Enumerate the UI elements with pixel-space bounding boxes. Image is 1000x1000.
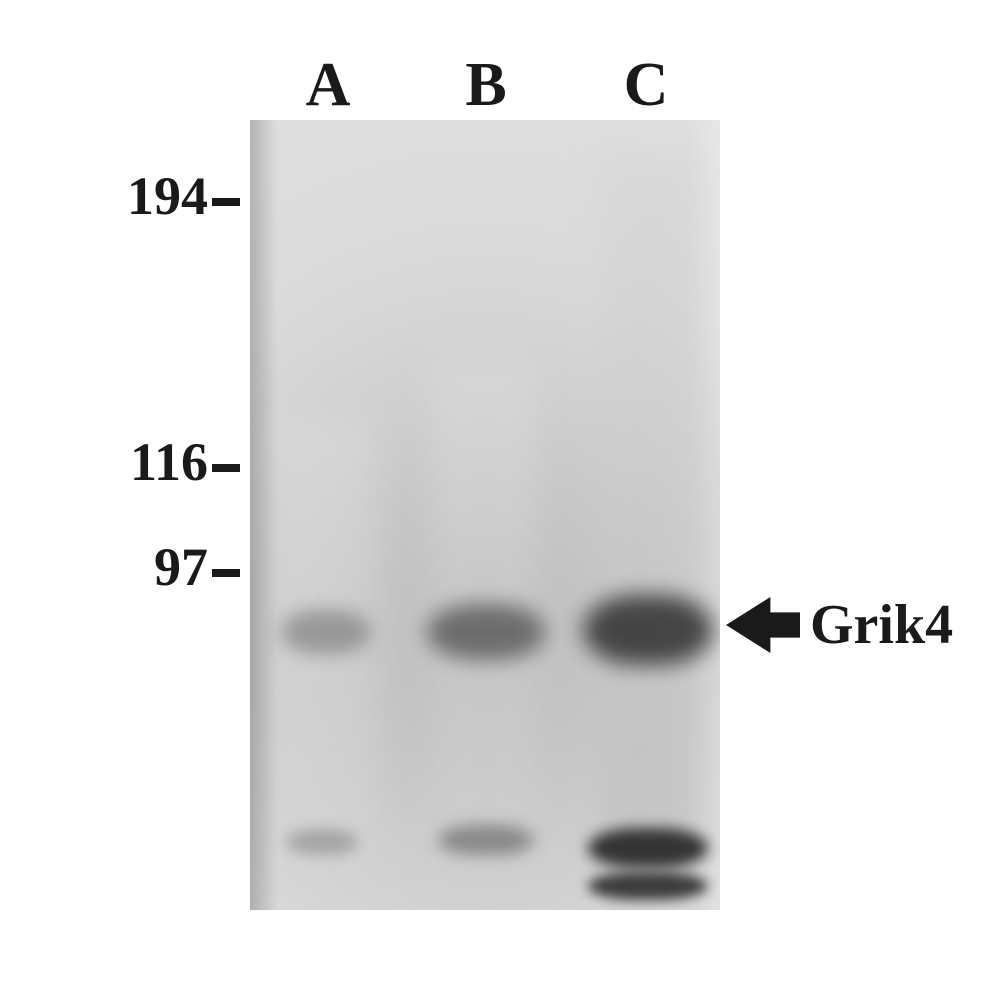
band <box>281 610 371 654</box>
mw-marker-value: 194 <box>127 166 208 226</box>
mw-marker-194: 194 <box>0 165 240 227</box>
band <box>588 828 708 868</box>
band <box>438 825 534 855</box>
target-protein-name: Grik4 <box>810 593 953 657</box>
mw-tick-icon <box>212 198 240 206</box>
mw-marker-116: 116 <box>0 431 240 493</box>
mw-marker-97: 97 <box>0 536 240 598</box>
lane-label-b: B <box>426 50 546 121</box>
mw-tick-icon <box>212 464 240 472</box>
mw-marker-value: 97 <box>154 537 208 597</box>
arrow-left-icon <box>726 597 800 653</box>
band <box>583 595 713 665</box>
target-protein-callout: Grik4 <box>726 597 953 653</box>
western-blot-figure: A B C 194 116 97 Grik4 <box>0 0 1000 1000</box>
gel-membrane <box>250 120 720 910</box>
band <box>286 829 358 855</box>
lane-streak <box>600 150 700 870</box>
lane-label-c: C <box>586 50 706 121</box>
mw-marker-value: 116 <box>130 432 208 492</box>
mw-tick-icon <box>212 569 240 577</box>
band <box>588 872 708 900</box>
band <box>427 604 545 660</box>
lane-label-a: A <box>268 50 388 121</box>
